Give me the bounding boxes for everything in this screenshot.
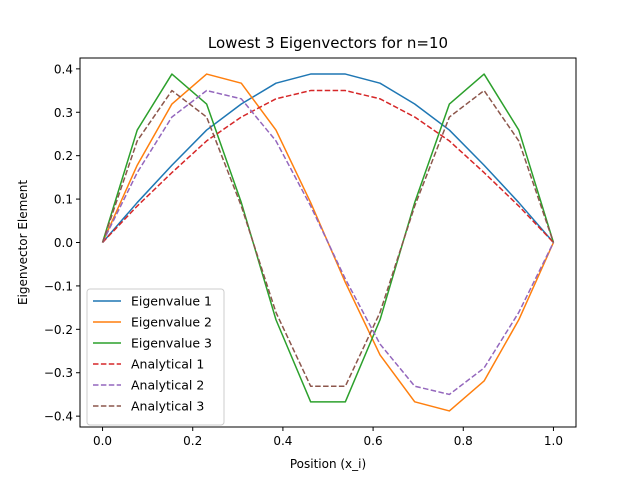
y-axis-title: Eigenvector Element bbox=[16, 180, 30, 305]
y-tick-label: 0.3 bbox=[54, 106, 73, 120]
y-tick-label: 0.4 bbox=[54, 62, 73, 76]
series-line-3 bbox=[101, 73, 555, 403]
y-tick-label: 0.1 bbox=[54, 193, 73, 207]
series-line-5 bbox=[101, 89, 555, 396]
y-tick-label: −0.3 bbox=[44, 366, 73, 380]
y-tick-label: −0.2 bbox=[44, 323, 73, 337]
x-tick-label: 0.4 bbox=[273, 434, 292, 448]
y-tick-label: 0.0 bbox=[54, 236, 73, 250]
series-line-1 bbox=[101, 73, 555, 243]
x-tick-label: 0.8 bbox=[454, 434, 473, 448]
y-tick-label: −0.4 bbox=[44, 410, 73, 424]
legend-label: Analytical 1 bbox=[131, 357, 204, 372]
legend-label: Eigenvalue 2 bbox=[131, 315, 212, 330]
x-tick-label: 0.0 bbox=[93, 434, 112, 448]
x-tick-label: 1.0 bbox=[544, 434, 563, 448]
legend-label: Analytical 3 bbox=[131, 399, 204, 414]
x-tick-label: 0.2 bbox=[183, 434, 202, 448]
chart-title: Lowest 3 Eigenvectors for n=10 bbox=[208, 34, 448, 52]
legend-label: Analytical 2 bbox=[131, 378, 204, 393]
legend-label: Eigenvalue 3 bbox=[131, 336, 212, 351]
x-axis: 0.0 0.2 0.4 0.6 0.8 1.0 bbox=[93, 427, 563, 448]
series-line-4 bbox=[102, 89, 554, 244]
y-tick-label: −0.1 bbox=[44, 279, 73, 293]
legend-box bbox=[86, 288, 225, 426]
series-line-6 bbox=[101, 89, 555, 387]
x-axis-title: Position (x_i) bbox=[290, 457, 366, 471]
y-axis: 0.4 0.3 0.2 0.1 0.0 −0.1 −0.2 −0.3 −0.4 bbox=[44, 62, 80, 424]
series-layer bbox=[101, 73, 555, 412]
y-tick-label: 0.2 bbox=[54, 149, 73, 163]
legend: Eigenvalue 1 Eigenvalue 2 Eigenvalue 3 Anal… bbox=[86, 288, 225, 426]
x-tick-label: 0.6 bbox=[364, 434, 383, 448]
legend-label: Eigenvalue 1 bbox=[131, 294, 212, 309]
